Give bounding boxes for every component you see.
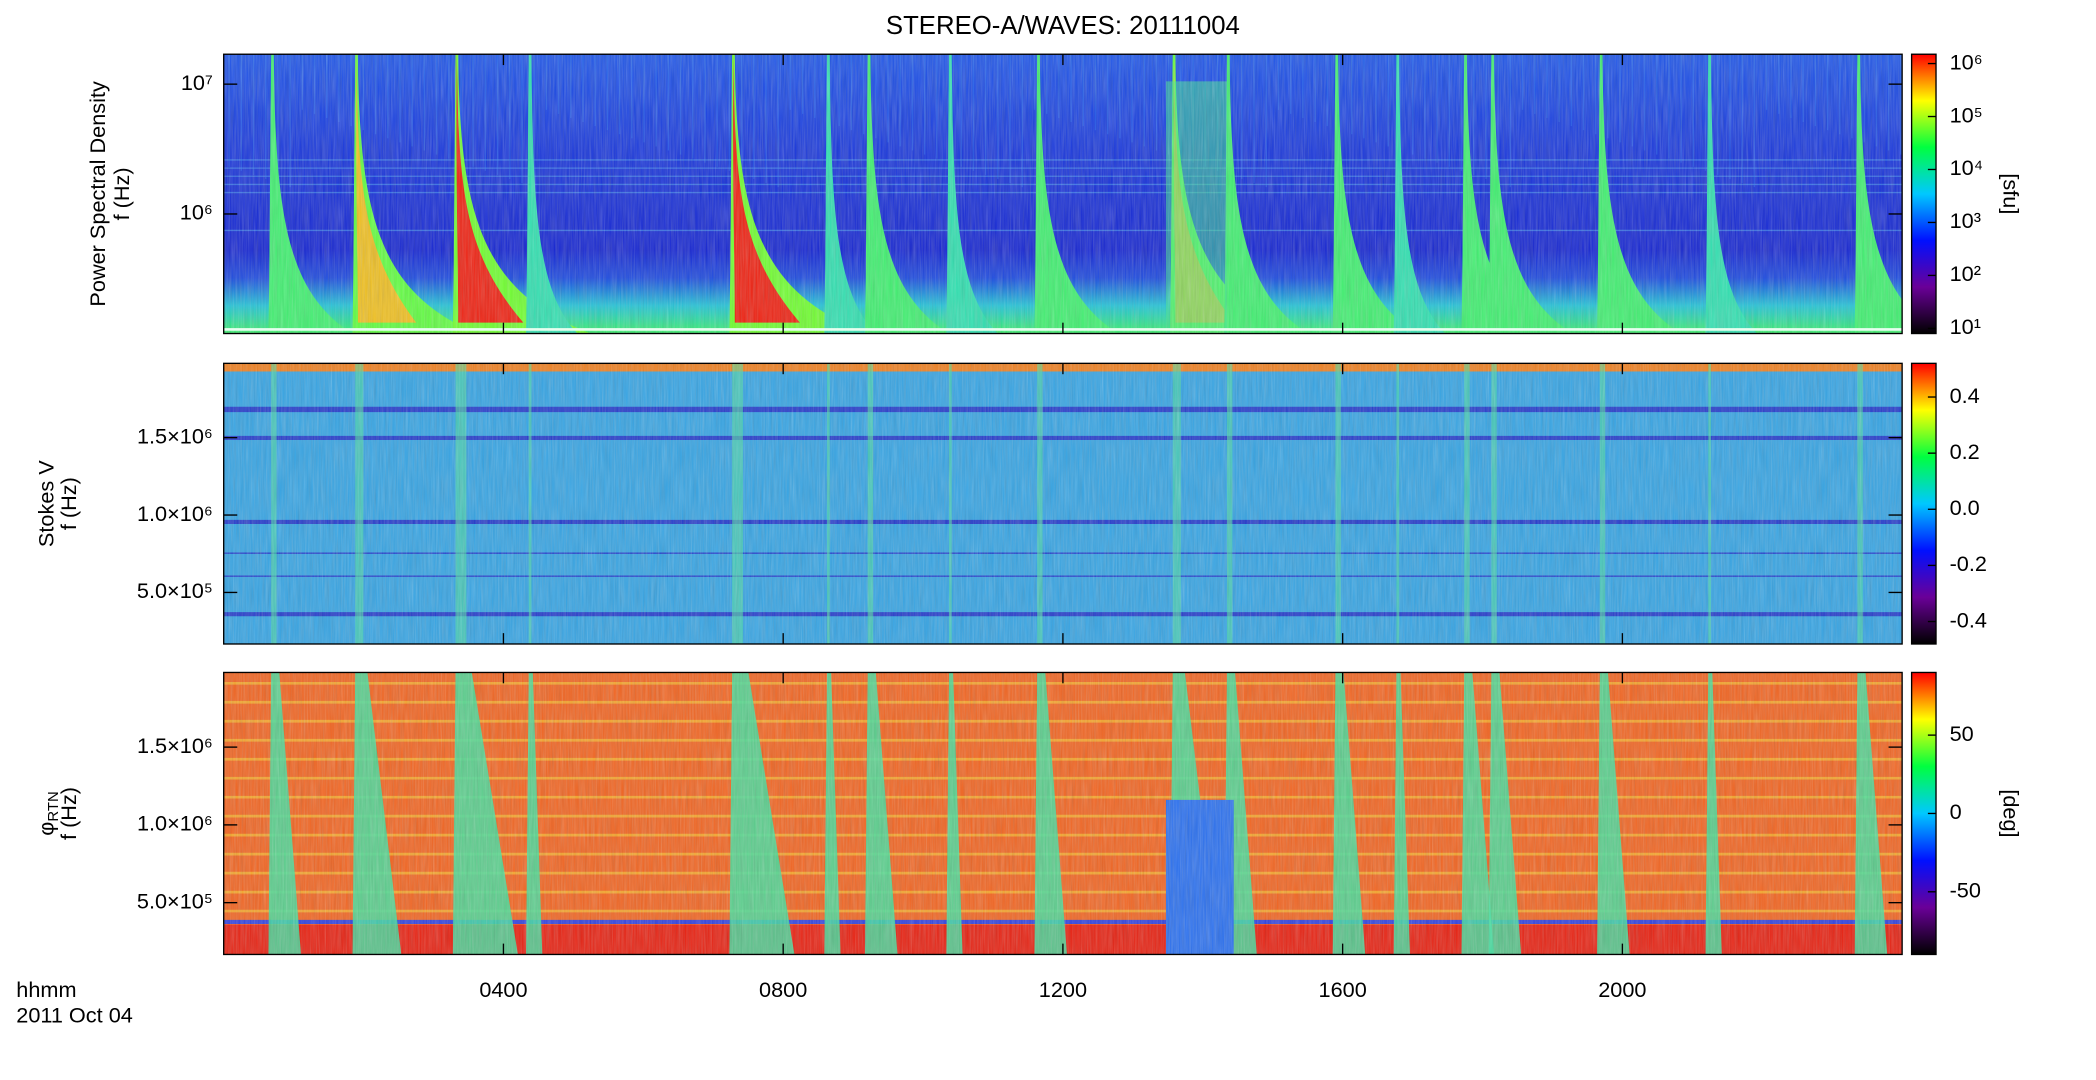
y-tick-label: 10⁶ bbox=[180, 200, 213, 225]
colorbar-label: [sfu] bbox=[1998, 173, 2023, 214]
colorbar-tick-label: 0 bbox=[1950, 799, 1962, 824]
panel-image bbox=[223, 672, 1903, 955]
colorbar-tick-label: 0.4 bbox=[1950, 383, 1980, 408]
colorbar-tick-label: -0.4 bbox=[1950, 607, 1987, 632]
chart-title: STEREO-A/WAVES: 20111004 bbox=[886, 12, 1240, 40]
texture bbox=[223, 672, 1903, 955]
colorbar-tick-label: 0.2 bbox=[1950, 439, 1980, 464]
x-axis-label: hhmm bbox=[16, 977, 76, 1002]
plot-frame bbox=[223, 53, 1903, 335]
spectrogram-images bbox=[223, 54, 1903, 955]
x-tick-label: 1200 bbox=[1039, 977, 1087, 1002]
y-tick-label: 1.0×10⁶ bbox=[137, 501, 213, 526]
texture bbox=[223, 54, 1903, 334]
y-tick-label: 5.0×10⁵ bbox=[137, 888, 213, 913]
y-axis-label-main: Stokes V bbox=[33, 460, 58, 547]
plot-frame bbox=[223, 671, 1903, 956]
colorbar-tick-label: 10¹ bbox=[1950, 314, 1981, 339]
colorbar-tick-label: 10⁴ bbox=[1950, 155, 1983, 180]
y-axis-label-2: f (Hz) bbox=[109, 167, 134, 220]
x-tick-label: 1600 bbox=[1319, 977, 1367, 1002]
colorbar-tick-label: -50 bbox=[1950, 878, 1981, 903]
panel-image bbox=[223, 363, 1903, 644]
y-axis-label: φRTN bbox=[33, 791, 62, 835]
panel-image bbox=[223, 54, 1903, 334]
y-axis-label-2: f (Hz) bbox=[56, 477, 81, 530]
y-tick-label: 1.5×10⁶ bbox=[137, 423, 213, 448]
colorbar-tick-label: 0.0 bbox=[1950, 495, 1980, 520]
colorbar-tick-label: 10² bbox=[1950, 261, 1981, 286]
date-label: 2011 Oct 04 bbox=[16, 1003, 133, 1028]
y-tick-label: 1.5×10⁶ bbox=[137, 733, 213, 758]
colorbar-label: [deg] bbox=[1998, 789, 2023, 837]
colorbar bbox=[1910, 53, 1937, 335]
texture bbox=[223, 363, 1903, 644]
colorbar bbox=[1910, 362, 1937, 645]
x-tick-label: 0400 bbox=[479, 977, 527, 1002]
colorbar-tick-label: 10³ bbox=[1950, 208, 1981, 233]
y-axis-label-main: Power Spectral Density bbox=[85, 81, 110, 307]
y-tick-label: 5.0×10⁵ bbox=[137, 578, 213, 603]
y-axis-label: Stokes V bbox=[33, 460, 58, 547]
colorbar-tick-label: -0.2 bbox=[1950, 551, 1987, 576]
plot-frame bbox=[223, 362, 1903, 645]
y-axis-label-main: φ bbox=[33, 822, 58, 836]
colorbar-tick-label: 10⁵ bbox=[1950, 102, 1983, 127]
x-tick-label: 0800 bbox=[759, 977, 807, 1002]
y-axis-label: Power Spectral Density bbox=[85, 81, 110, 307]
colorbar-tick-label: 10⁶ bbox=[1950, 49, 1983, 74]
y-axis-label-sub: RTN bbox=[46, 791, 62, 821]
x-tick-label: 2000 bbox=[1598, 977, 1646, 1002]
y-tick-label: 1.0×10⁶ bbox=[137, 811, 213, 836]
axes: 0400 0800 1200 1600 2000 10⁶ 10⁷ Power Spectral… bbox=[33, 49, 2023, 1002]
y-tick-label: 10⁷ bbox=[181, 70, 213, 95]
colorbar-tick-label: 50 bbox=[1950, 721, 1974, 746]
y-axis-label-2: f (Hz) bbox=[56, 787, 81, 840]
